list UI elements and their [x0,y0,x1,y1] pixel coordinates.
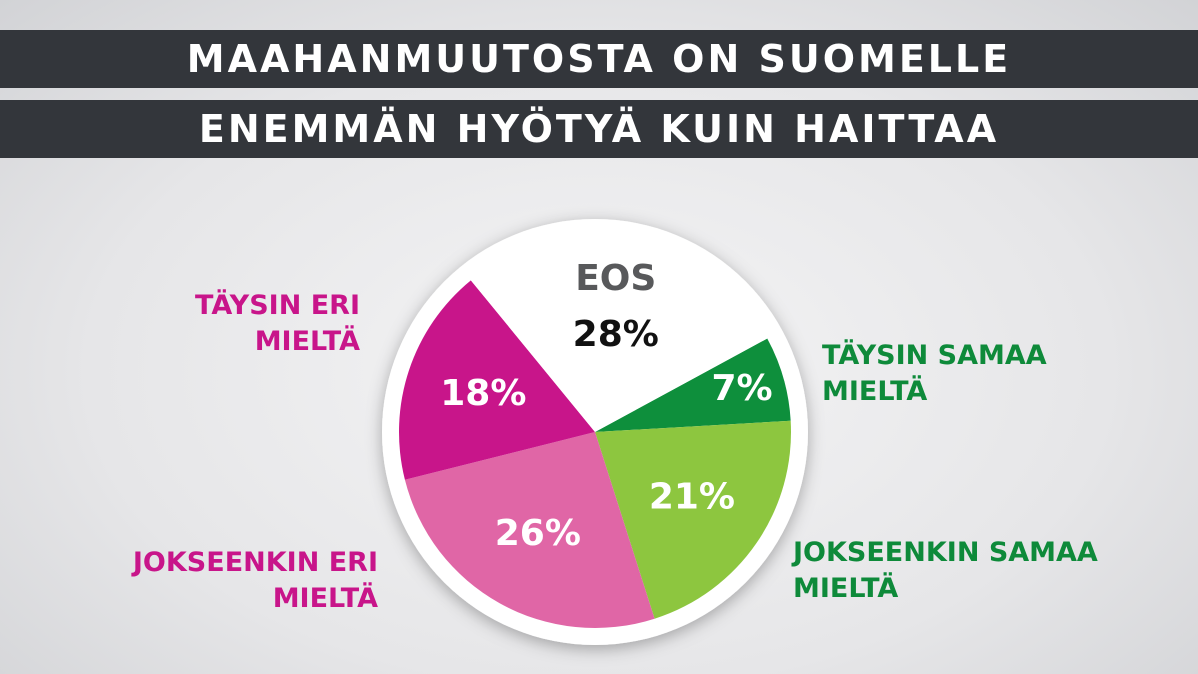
pie-slice [595,338,791,432]
value-label: 7% [711,368,772,409]
category-label: JOKSEENKIN SAMAA MIELTÄ [793,537,1098,604]
category-label: TÄYSIN ERI MIELTÄ [195,290,360,357]
value-label: 21% [649,477,735,518]
pie-slice [399,280,595,480]
pie-slice [404,432,655,629]
value-label: 28% [573,314,659,355]
title-bar: ENEMMÄN HYÖTYÄ KUIN HAITTAA [0,100,1198,158]
value-label: 26% [495,513,581,554]
value-label: 18% [440,373,526,414]
category-label: JOKSEENKIN ERI MIELTÄ [132,547,378,614]
title-bar: MAAHANMUUTOSTA ON SUOMELLE [0,30,1198,88]
pie-slice [470,236,768,432]
category-label: EOS [575,258,656,299]
pie-slice [595,420,792,619]
category-label: TÄYSIN SAMAA MIELTÄ [822,340,1047,407]
